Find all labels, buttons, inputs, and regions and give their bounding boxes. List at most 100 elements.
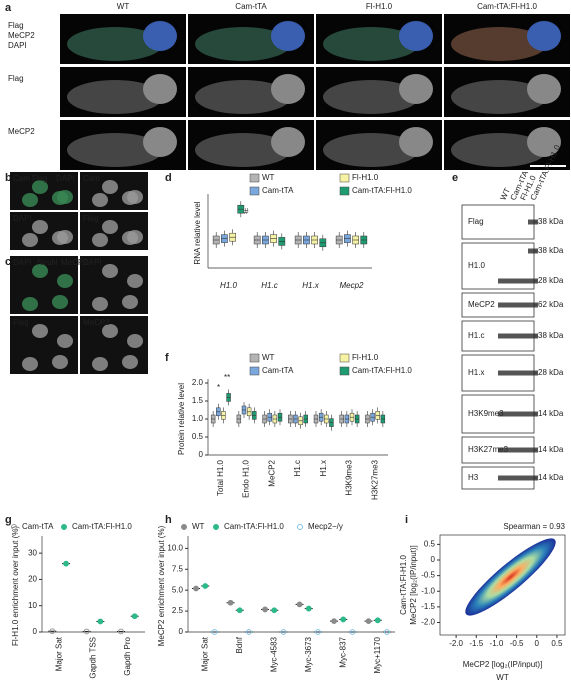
column-label: Fl-H1.0 bbox=[366, 2, 393, 11]
legend-swatch bbox=[61, 524, 67, 530]
x-tick-label: Gapdh Pro bbox=[123, 636, 132, 675]
panel-label: e bbox=[452, 172, 458, 184]
panel-label: d bbox=[165, 172, 172, 184]
band bbox=[528, 278, 538, 284]
x-tick-label: Bdnf bbox=[235, 636, 244, 653]
dot bbox=[280, 629, 287, 635]
x-tick-label: 0 bbox=[535, 639, 540, 648]
x-tick-label: H1.c bbox=[261, 281, 277, 290]
nucleus bbox=[52, 295, 68, 309]
image-label: MeCP2 bbox=[83, 318, 110, 327]
x-tick-label: H3K9me3 bbox=[345, 459, 354, 495]
cerebellum bbox=[143, 21, 177, 51]
y-tick-label: 10.0 bbox=[167, 543, 183, 552]
band bbox=[508, 411, 518, 417]
x-tick-label: MeCP2 bbox=[267, 459, 276, 486]
dot bbox=[374, 617, 381, 624]
brain-tissue bbox=[67, 27, 163, 61]
legend-swatch bbox=[339, 366, 350, 376]
band bbox=[528, 370, 538, 376]
x-tick-label: Myc-3673 bbox=[304, 636, 313, 672]
blot-name: H3K9me3 bbox=[468, 409, 504, 418]
overlay-label: DAPI bbox=[56, 174, 75, 183]
legend-swatch bbox=[249, 353, 260, 363]
brain-tissue bbox=[195, 80, 291, 114]
band bbox=[528, 411, 538, 417]
nucleus bbox=[32, 220, 48, 234]
dot bbox=[131, 613, 138, 620]
y-tick-label: 0 bbox=[33, 627, 38, 636]
image-label: Cam bbox=[83, 174, 100, 183]
dot bbox=[193, 585, 199, 592]
panel-label: g bbox=[5, 514, 12, 526]
panel-label: c bbox=[5, 256, 11, 268]
y-tick-label: 10 bbox=[28, 601, 37, 610]
blot-name: H1.0 bbox=[468, 261, 485, 270]
y-tick-label: -1.0 bbox=[421, 586, 435, 595]
legend-swatch bbox=[213, 524, 219, 530]
band bbox=[518, 370, 528, 376]
band bbox=[498, 278, 508, 284]
y-tick-label: -2.0 bbox=[421, 618, 435, 627]
kda-label: 28 kDa bbox=[538, 276, 564, 285]
legend-label: WT bbox=[262, 353, 275, 362]
x-tick-label: Myc+1170 bbox=[373, 636, 382, 673]
overlay-label: Cam bbox=[13, 174, 30, 183]
dot bbox=[349, 629, 356, 635]
nucleus bbox=[122, 355, 138, 369]
band bbox=[498, 302, 508, 308]
row-label: DAPI bbox=[8, 41, 27, 50]
overlay-label: MeCP2 bbox=[61, 258, 88, 267]
panel-label: a bbox=[5, 2, 12, 14]
band bbox=[528, 219, 538, 225]
band bbox=[518, 278, 528, 284]
legend-label: Cam-tTA bbox=[22, 522, 54, 531]
nucleus bbox=[127, 274, 143, 288]
legend-label: Cam-tTA:Fl-H1.0 bbox=[352, 366, 412, 375]
dot bbox=[246, 629, 252, 635]
y-tick-label: 30 bbox=[28, 548, 37, 557]
brain-tissue bbox=[323, 27, 419, 61]
x-tick-label: -1.5 bbox=[469, 639, 483, 648]
annotation: * bbox=[217, 383, 220, 392]
band bbox=[518, 447, 528, 453]
x-tick-label: H1.0 bbox=[220, 281, 237, 290]
y-axis-label: Fl-H1.0 enrichment over input (%) bbox=[11, 526, 20, 646]
x-tick-label: H1.x bbox=[302, 281, 319, 290]
blot-name: H3 bbox=[468, 473, 479, 482]
y-tick-label: 0 bbox=[431, 555, 436, 564]
brain-tissue bbox=[451, 80, 547, 114]
nucleus bbox=[102, 220, 118, 234]
y-tick-label: 0.5 bbox=[424, 539, 436, 548]
x-tick-label: Total H1.0 bbox=[216, 459, 225, 496]
x-tick-label: 0.5 bbox=[551, 639, 563, 648]
dot bbox=[331, 618, 337, 625]
nucleus bbox=[57, 334, 73, 348]
band bbox=[518, 475, 528, 481]
dot bbox=[384, 629, 390, 635]
dot bbox=[365, 618, 372, 625]
x-axis-label: MeCP2 [log₂(IP/input)] bbox=[463, 660, 543, 669]
cerebellum bbox=[399, 127, 433, 157]
legend-swatch bbox=[249, 366, 260, 376]
blot-name: MeCP2 bbox=[468, 300, 495, 309]
dot bbox=[97, 618, 104, 625]
brain-tissue bbox=[195, 133, 291, 167]
nucleus bbox=[22, 357, 38, 371]
band bbox=[508, 302, 518, 308]
y-tick-label: 1.0 bbox=[192, 414, 204, 423]
nucleus bbox=[92, 233, 108, 247]
annotation: # bbox=[244, 207, 249, 216]
dot bbox=[315, 629, 321, 635]
y-tick-label: 20 bbox=[28, 575, 37, 584]
legend-swatch bbox=[181, 524, 187, 530]
band bbox=[508, 475, 518, 481]
panel-label: h bbox=[165, 514, 172, 526]
nucleus bbox=[32, 180, 48, 194]
nucleus bbox=[22, 233, 38, 247]
row-label: Flag bbox=[8, 74, 24, 83]
x-tick-label: -2.0 bbox=[449, 639, 463, 648]
dot bbox=[340, 616, 347, 623]
